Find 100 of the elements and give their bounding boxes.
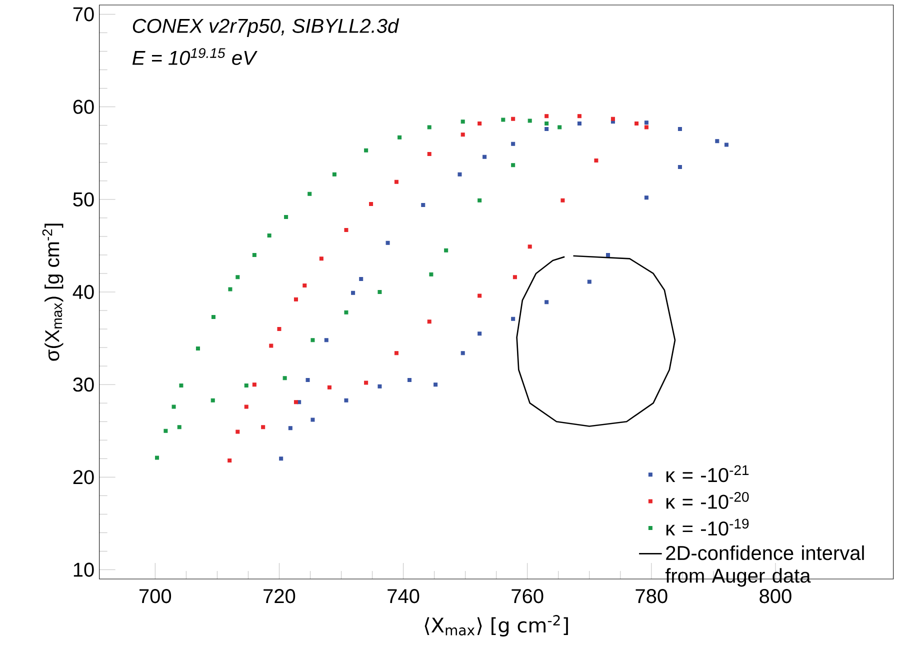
point xyxy=(269,344,274,348)
point xyxy=(421,202,426,207)
point xyxy=(284,215,288,220)
point xyxy=(378,384,382,388)
point xyxy=(511,142,516,146)
point xyxy=(155,456,160,460)
y-axis-title: σ(X$_{max}$) [g cm$^{-2}$] xyxy=(42,224,64,361)
point xyxy=(501,118,506,122)
point xyxy=(332,172,336,176)
point xyxy=(279,456,284,461)
point xyxy=(678,127,682,132)
point xyxy=(277,327,282,332)
point xyxy=(478,198,482,202)
point xyxy=(261,425,266,430)
point xyxy=(407,378,412,382)
point xyxy=(558,125,562,130)
point xyxy=(460,120,465,124)
point xyxy=(644,196,648,200)
legend-label: κ = -10$^{-20}$ xyxy=(666,492,749,509)
y-tick-label: 40 xyxy=(72,284,94,300)
point xyxy=(427,320,432,324)
point xyxy=(610,116,615,121)
point xyxy=(715,139,720,144)
x-tick-label: 760 xyxy=(512,589,544,604)
point xyxy=(434,382,438,387)
point xyxy=(179,384,184,388)
point xyxy=(577,121,582,126)
point xyxy=(177,425,182,430)
point xyxy=(211,314,216,319)
point xyxy=(319,256,324,261)
point xyxy=(478,121,482,126)
x-tick-label: 740 xyxy=(388,589,420,604)
point xyxy=(327,385,332,390)
point xyxy=(351,290,356,295)
point xyxy=(164,428,168,433)
x-axis-title: ⟨X$_{max}$⟩ [g cm$^{-2}$] xyxy=(424,615,568,637)
x-tick-label: 720 xyxy=(264,589,296,604)
point xyxy=(482,154,487,159)
point xyxy=(587,280,592,284)
point xyxy=(344,228,348,232)
point xyxy=(252,252,256,257)
point xyxy=(398,135,402,140)
point xyxy=(252,382,256,387)
point xyxy=(429,272,434,276)
legend-label: κ = -10$^{-21}$ xyxy=(666,465,749,482)
point xyxy=(460,351,465,356)
point xyxy=(724,142,728,147)
point xyxy=(369,202,374,206)
point xyxy=(644,120,648,125)
point xyxy=(606,252,610,257)
point xyxy=(310,418,315,422)
point xyxy=(528,244,532,249)
point xyxy=(344,310,348,314)
point xyxy=(478,332,482,336)
point xyxy=(310,338,315,342)
point xyxy=(528,118,532,123)
point xyxy=(458,172,462,176)
point xyxy=(344,398,348,402)
point xyxy=(644,125,648,130)
point xyxy=(460,132,465,137)
annotation: CONEX v2r7p50, SIBYLL2.3d xyxy=(132,18,400,37)
point xyxy=(294,297,298,302)
y-tick-label: 60 xyxy=(73,100,94,114)
point xyxy=(511,163,516,168)
point xyxy=(444,248,448,252)
point xyxy=(228,287,232,292)
y-tick-label: 70 xyxy=(73,7,94,22)
x-tick-label: 780 xyxy=(636,589,668,604)
y-tick-label: 10 xyxy=(74,562,94,577)
point xyxy=(577,114,582,118)
y-tick-label: 50 xyxy=(73,192,94,206)
point xyxy=(511,316,516,321)
point xyxy=(427,152,432,156)
point xyxy=(302,284,307,288)
point xyxy=(394,351,398,356)
point xyxy=(544,121,549,126)
point xyxy=(210,398,215,402)
point xyxy=(294,400,298,404)
point xyxy=(244,384,248,388)
point xyxy=(511,116,516,121)
point xyxy=(634,121,639,126)
point xyxy=(236,275,240,280)
annotation: E = 10$^{19.15}$ eV xyxy=(132,48,258,65)
point xyxy=(427,125,432,130)
x-tick-label: 700 xyxy=(140,589,172,604)
point xyxy=(308,192,312,196)
point xyxy=(386,240,390,245)
point xyxy=(594,158,598,163)
point xyxy=(560,198,565,202)
point xyxy=(306,378,310,382)
y-tick-label: 20 xyxy=(73,470,94,484)
x-tick-label: 800 xyxy=(760,589,792,604)
point xyxy=(267,234,272,238)
point xyxy=(196,346,200,350)
y-tick-label: 30 xyxy=(73,377,94,392)
point xyxy=(172,404,176,409)
point xyxy=(244,404,248,409)
point xyxy=(678,165,682,170)
point xyxy=(364,380,368,385)
point xyxy=(324,338,328,342)
